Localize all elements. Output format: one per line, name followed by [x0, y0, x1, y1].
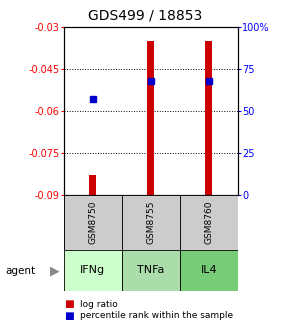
FancyBboxPatch shape [122, 250, 180, 291]
Text: ■: ■ [64, 311, 74, 321]
Bar [147, 41, 154, 195]
Text: ■: ■ [64, 299, 74, 309]
FancyBboxPatch shape [180, 250, 238, 291]
Text: percentile rank within the sample: percentile rank within the sample [80, 311, 233, 320]
FancyBboxPatch shape [180, 195, 238, 250]
Text: ▶: ▶ [50, 265, 60, 278]
Bar [89, 175, 96, 195]
Text: agent: agent [6, 266, 36, 276]
Text: GDS499 / 18853: GDS499 / 18853 [88, 8, 202, 22]
Text: GSM8755: GSM8755 [146, 201, 155, 244]
Text: log ratio: log ratio [80, 300, 117, 308]
Text: GSM8750: GSM8750 [88, 201, 97, 244]
FancyBboxPatch shape [64, 195, 238, 250]
Bar [205, 41, 212, 195]
FancyBboxPatch shape [64, 195, 122, 250]
FancyBboxPatch shape [64, 250, 122, 291]
Text: TNFa: TNFa [137, 265, 164, 276]
Text: IL4: IL4 [200, 265, 217, 276]
FancyBboxPatch shape [122, 195, 180, 250]
Text: IFNg: IFNg [80, 265, 105, 276]
Text: GSM8760: GSM8760 [204, 201, 213, 244]
